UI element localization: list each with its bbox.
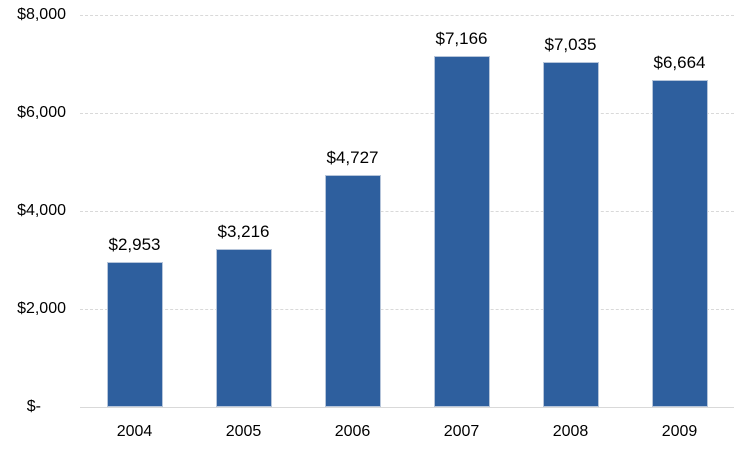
x-axis-tick-label: 2005 — [225, 423, 262, 440]
x-axis-tick-label: 2004 — [116, 423, 153, 440]
bar-value-label: $7,166 — [435, 28, 488, 48]
y-axis-tick-label: $4,000 — [17, 202, 66, 219]
bar-group-2005: $3,216 — [189, 222, 298, 407]
bar-value-label: $2,953 — [108, 235, 161, 255]
bar-2008 — [542, 62, 599, 407]
plot-area: $2,953 $3,216 $4,727 $7,166 $7,035 $6,664 — [80, 15, 734, 408]
y-axis-tick-label: $8,000 — [17, 6, 66, 23]
gridline-6000 — [80, 113, 734, 114]
bar-2007 — [433, 55, 490, 407]
x-axis-tick-label: 2006 — [334, 423, 371, 440]
y-axis-tick-label: $2,000 — [17, 300, 66, 317]
bar-2006 — [324, 175, 381, 407]
bar-2004 — [106, 262, 163, 407]
bar-group-2009: $6,664 — [625, 53, 734, 407]
x-axis-tick-label: 2007 — [443, 423, 480, 440]
x-axis-tick-label: 2009 — [661, 423, 698, 440]
bar-value-label: $3,216 — [217, 222, 270, 242]
bar-2005 — [215, 249, 272, 407]
bar-group-2008: $7,035 — [516, 35, 625, 407]
bar-group-2006: $4,727 — [298, 148, 407, 407]
y-axis-tick-label: $6,000 — [17, 104, 66, 121]
bar-group-2004: $2,953 — [80, 235, 189, 407]
gridline-2000 — [80, 309, 734, 310]
gridline-8000 — [80, 15, 734, 16]
y-axis-tick-label: $- — [26, 398, 41, 415]
gridline-4000 — [80, 211, 734, 212]
bar-value-label: $6,664 — [653, 53, 706, 73]
bar-group-2007: $7,166 — [407, 29, 516, 407]
gridline-0 — [80, 407, 734, 408]
x-axis-tick-label: 2008 — [552, 423, 589, 440]
bar-value-label: $4,727 — [326, 148, 379, 168]
bar-value-label: $7,035 — [544, 35, 597, 55]
bar-2009 — [651, 80, 708, 407]
